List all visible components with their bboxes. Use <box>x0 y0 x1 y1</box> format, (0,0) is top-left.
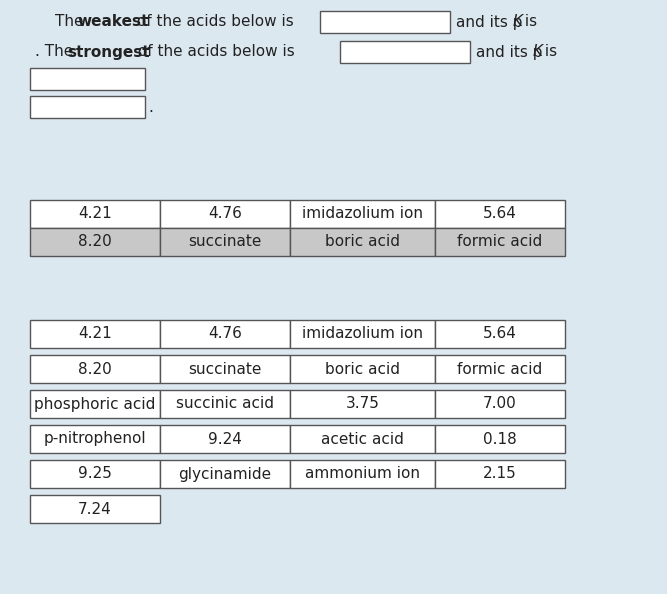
Text: .: . <box>148 100 153 115</box>
Text: imidazolium ion: imidazolium ion <box>302 327 423 342</box>
Text: weakest: weakest <box>77 14 148 30</box>
Text: 8.20: 8.20 <box>78 235 112 249</box>
Text: succinate: succinate <box>188 235 261 249</box>
FancyBboxPatch shape <box>0 290 667 594</box>
Text: 7.24: 7.24 <box>78 501 112 517</box>
Text: succinate: succinate <box>188 362 261 377</box>
FancyBboxPatch shape <box>30 460 160 488</box>
FancyBboxPatch shape <box>30 96 145 118</box>
FancyBboxPatch shape <box>290 320 435 348</box>
Text: ammonium ion: ammonium ion <box>305 466 420 482</box>
Text: 5.64: 5.64 <box>483 207 517 222</box>
FancyBboxPatch shape <box>290 425 435 453</box>
FancyBboxPatch shape <box>435 390 565 418</box>
FancyBboxPatch shape <box>340 41 470 63</box>
FancyBboxPatch shape <box>290 355 435 383</box>
FancyBboxPatch shape <box>320 11 450 33</box>
Text: 9.25: 9.25 <box>78 466 112 482</box>
Text: of the acids below is: of the acids below is <box>132 14 293 30</box>
Text: strongest: strongest <box>67 45 149 59</box>
Text: acetic acid: acetic acid <box>321 431 404 447</box>
FancyBboxPatch shape <box>435 355 565 383</box>
Text: boric acid: boric acid <box>325 235 400 249</box>
FancyBboxPatch shape <box>435 425 565 453</box>
FancyBboxPatch shape <box>30 355 160 383</box>
Text: is: is <box>520 14 537 30</box>
Text: K: K <box>513 14 523 30</box>
FancyBboxPatch shape <box>160 200 290 228</box>
Text: phosphoric acid: phosphoric acid <box>34 397 155 412</box>
Text: succinic acid: succinic acid <box>176 397 274 412</box>
FancyBboxPatch shape <box>160 390 290 418</box>
FancyBboxPatch shape <box>290 460 435 488</box>
FancyBboxPatch shape <box>160 355 290 383</box>
FancyBboxPatch shape <box>30 390 160 418</box>
Text: 7.00: 7.00 <box>483 397 517 412</box>
FancyBboxPatch shape <box>290 228 435 256</box>
Text: 4.76: 4.76 <box>208 207 242 222</box>
Text: glycinamide: glycinamide <box>179 466 271 482</box>
Text: 5.64: 5.64 <box>483 327 517 342</box>
FancyBboxPatch shape <box>160 425 290 453</box>
Text: of the acids below is: of the acids below is <box>133 45 295 59</box>
Text: formic acid: formic acid <box>458 235 543 249</box>
FancyBboxPatch shape <box>30 320 160 348</box>
Text: 0.18: 0.18 <box>483 431 517 447</box>
Text: and its p: and its p <box>456 14 522 30</box>
Text: 3.75: 3.75 <box>346 397 380 412</box>
FancyBboxPatch shape <box>160 320 290 348</box>
Text: boric acid: boric acid <box>325 362 400 377</box>
FancyBboxPatch shape <box>290 200 435 228</box>
Text: K: K <box>533 45 543 59</box>
FancyBboxPatch shape <box>435 320 565 348</box>
Text: 8.20: 8.20 <box>78 362 112 377</box>
Text: 4.76: 4.76 <box>208 327 242 342</box>
Text: imidazolium ion: imidazolium ion <box>302 207 423 222</box>
FancyBboxPatch shape <box>30 495 160 523</box>
FancyBboxPatch shape <box>30 228 160 256</box>
Text: is: is <box>540 45 557 59</box>
FancyBboxPatch shape <box>435 200 565 228</box>
FancyBboxPatch shape <box>290 390 435 418</box>
Text: p-nitrophenol: p-nitrophenol <box>43 431 146 447</box>
FancyBboxPatch shape <box>30 200 160 228</box>
Text: The: The <box>55 14 88 30</box>
Text: formic acid: formic acid <box>458 362 543 377</box>
FancyBboxPatch shape <box>30 425 160 453</box>
FancyBboxPatch shape <box>435 460 565 488</box>
FancyBboxPatch shape <box>0 0 667 290</box>
FancyBboxPatch shape <box>435 228 565 256</box>
Text: 9.24: 9.24 <box>208 431 242 447</box>
FancyBboxPatch shape <box>160 228 290 256</box>
FancyBboxPatch shape <box>30 68 145 90</box>
Text: 4.21: 4.21 <box>78 207 112 222</box>
FancyBboxPatch shape <box>160 460 290 488</box>
Text: and its p: and its p <box>476 45 542 59</box>
Text: 2.15: 2.15 <box>483 466 517 482</box>
Text: 4.21: 4.21 <box>78 327 112 342</box>
Text: . The: . The <box>35 45 78 59</box>
